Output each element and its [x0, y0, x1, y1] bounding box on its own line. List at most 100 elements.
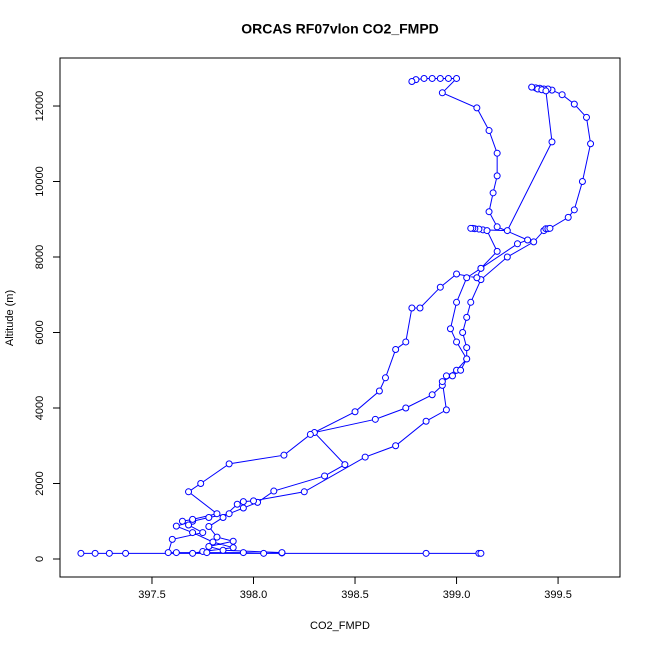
- data-point: [164, 549, 172, 557]
- data-point: [91, 549, 99, 557]
- data-point: [205, 523, 213, 531]
- data-point: [341, 461, 349, 469]
- data-point: [542, 87, 550, 95]
- data-point: [270, 487, 278, 495]
- data-point: [185, 488, 193, 496]
- data-point: [493, 223, 501, 231]
- data-point: [477, 549, 485, 557]
- data-point: [463, 355, 471, 363]
- data-point: [168, 535, 176, 543]
- y-tick-label: 2000: [34, 471, 46, 495]
- data-point: [483, 227, 491, 235]
- data-point: [436, 283, 444, 291]
- data-point: [408, 77, 416, 85]
- data-point: [408, 304, 416, 312]
- data-point: [463, 313, 471, 321]
- data-point: [473, 104, 481, 112]
- data-point: [442, 372, 450, 380]
- data-point: [197, 479, 205, 487]
- data-point: [467, 298, 475, 306]
- x-tick-label: 399.0: [443, 589, 471, 601]
- data-point: [381, 374, 389, 382]
- data-point: [239, 504, 247, 512]
- data-point: [473, 274, 481, 282]
- data-point: [321, 472, 329, 480]
- data-point: [351, 408, 359, 416]
- y-tick-label: 10000: [34, 166, 46, 197]
- data-point: [229, 544, 237, 552]
- data-point: [467, 224, 475, 232]
- data-point: [219, 513, 227, 521]
- data-point: [422, 417, 430, 425]
- data-point: [392, 345, 400, 353]
- data-point: [436, 74, 444, 82]
- data-point: [306, 430, 314, 438]
- data-point: [463, 344, 471, 352]
- data-point: [564, 213, 572, 221]
- y-tick-label: 12000: [34, 91, 46, 122]
- data-point: [371, 415, 379, 423]
- data-point: [493, 149, 501, 157]
- data-point: [570, 206, 578, 214]
- data-point: [375, 387, 383, 395]
- data-point: [416, 304, 424, 312]
- data-point: [448, 372, 456, 380]
- data-point: [392, 442, 400, 450]
- data-point: [528, 83, 536, 91]
- data-point: [213, 533, 221, 541]
- data-point: [189, 549, 197, 557]
- data-point: [225, 510, 233, 518]
- data-point: [587, 140, 595, 148]
- data-point: [546, 224, 554, 232]
- data-point: [453, 74, 461, 82]
- x-tick-label: 399.5: [544, 589, 572, 601]
- data-point: [229, 537, 237, 545]
- y-tick-label: 8000: [34, 245, 46, 269]
- data-point: [493, 247, 501, 255]
- data-point: [453, 338, 461, 346]
- y-tick-label: 4000: [34, 396, 46, 420]
- data-point: [300, 488, 308, 496]
- data-point: [459, 329, 467, 337]
- data-point: [219, 546, 227, 554]
- data-point: [172, 549, 180, 557]
- data-point: [503, 253, 511, 261]
- x-axis-label: CO2_FMPD: [310, 620, 370, 632]
- data-point: [485, 208, 493, 216]
- data-point: [428, 74, 436, 82]
- data-point: [548, 138, 556, 146]
- plot-frame: [59, 57, 621, 578]
- x-tick-label: 397.5: [138, 589, 166, 601]
- data-point: [278, 549, 286, 557]
- data-point: [172, 522, 180, 530]
- data-point: [77, 549, 85, 557]
- x-tick-label: 398.0: [240, 589, 268, 601]
- data-point: [503, 227, 511, 235]
- data-point: [189, 515, 197, 523]
- data-point: [489, 189, 497, 197]
- data-point: [493, 172, 501, 180]
- data-point: [250, 497, 258, 505]
- data-point: [260, 549, 268, 557]
- y-tick-label: 6000: [34, 320, 46, 344]
- data-point: [438, 89, 446, 97]
- y-axis-label: Altitude (m): [4, 290, 16, 346]
- data-point: [402, 338, 410, 346]
- data-point: [178, 517, 186, 525]
- data-point: [402, 404, 410, 412]
- data-point: [578, 178, 586, 186]
- data-point: [444, 74, 452, 82]
- data-point: [239, 549, 247, 557]
- data-point: [477, 264, 485, 272]
- data-point: [582, 113, 590, 121]
- data-point: [453, 298, 461, 306]
- data-point: [438, 378, 446, 386]
- data-point: [422, 549, 430, 557]
- data-point: [457, 366, 465, 374]
- data-point: [199, 529, 207, 537]
- data-point: [239, 498, 247, 506]
- data-point: [453, 270, 461, 278]
- data-point: [463, 274, 471, 282]
- data-point: [513, 240, 521, 248]
- data-point: [446, 325, 454, 333]
